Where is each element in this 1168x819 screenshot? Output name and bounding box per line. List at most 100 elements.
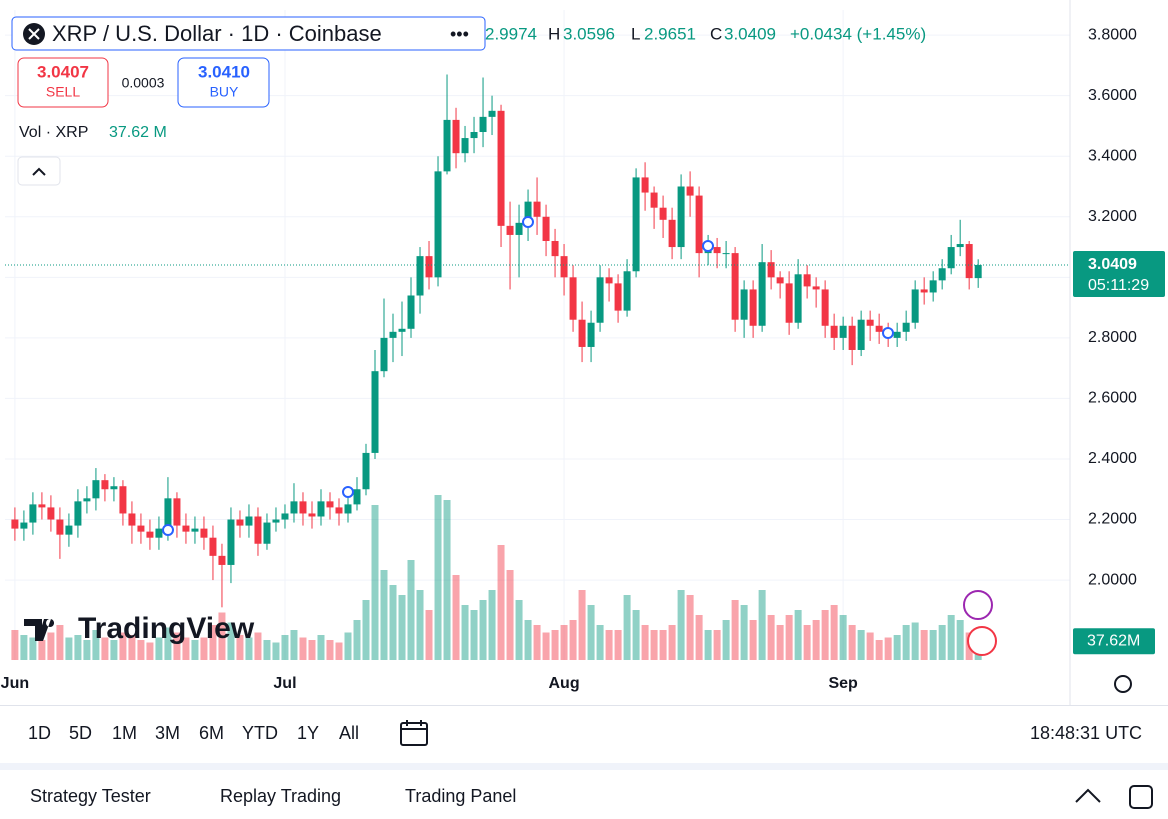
volume-bar: [182, 637, 190, 660]
body: [866, 319, 874, 326]
range-button[interactable]: All: [339, 723, 360, 743]
body: [767, 262, 775, 278]
volume-bar: [857, 630, 865, 660]
tab[interactable]: Trading Panel: [405, 786, 517, 806]
sell-button[interactable]: [17, 57, 109, 108]
body: [803, 274, 811, 287]
body: [452, 119, 460, 154]
body: [650, 192, 658, 208]
range-button[interactable]: 1D: [28, 723, 52, 743]
buy-button[interactable]: [177, 57, 270, 108]
body: [686, 186, 694, 196]
body: [101, 480, 109, 490]
volume-bar: [380, 570, 388, 660]
volume-bar: [947, 615, 955, 660]
ohlc-value: 2.9651: [644, 24, 696, 43]
body: [461, 138, 469, 154]
volume-bar: [110, 640, 118, 660]
volume-bar: [713, 630, 721, 660]
body: [713, 247, 721, 254]
volume-bar: [578, 590, 586, 660]
volume-bar: [866, 632, 874, 660]
volume-bar: [191, 640, 199, 660]
body: [749, 289, 757, 326]
logo-group: TradingView: [24, 612, 255, 645]
ohlc-value: L: [631, 24, 640, 43]
range-button[interactable]: 1M: [112, 723, 138, 743]
range-button[interactable]: YTD: [242, 723, 278, 743]
body: [578, 319, 586, 347]
body: [596, 277, 604, 323]
volume-bar: [830, 605, 838, 660]
body: [425, 256, 433, 278]
body: [65, 525, 73, 535]
volume-bar: [515, 600, 523, 660]
volume-bar: [425, 610, 433, 660]
body: [20, 522, 28, 529]
body: [623, 271, 631, 311]
ohlc-value: 2.9974: [485, 24, 537, 43]
volume-bar: [632, 610, 640, 660]
body: [191, 528, 199, 532]
body: [200, 528, 208, 538]
date-range-icon[interactable]: [398, 718, 430, 748]
body: [11, 519, 19, 529]
body: [533, 201, 541, 217]
x-tick-label: Jun: [1, 675, 29, 692]
y-tick-label: 2.4000: [1088, 450, 1137, 467]
body: [875, 325, 883, 332]
range-button[interactable]: 6M: [199, 723, 225, 743]
symbol-icon-x: [28, 28, 40, 40]
volume-bar: [533, 625, 541, 660]
volume-bar: [38, 640, 46, 660]
body: [587, 322, 595, 347]
volume-bar: [299, 637, 307, 660]
volume-bar: [65, 637, 73, 660]
panel-controls[interactable]: [1068, 782, 1168, 812]
body: [893, 331, 901, 338]
volume-bar: [137, 640, 145, 660]
volume-bar: [101, 637, 109, 660]
volume-bar: [308, 640, 316, 660]
volume-bar: [767, 615, 775, 660]
body: [695, 195, 703, 254]
body: [560, 256, 568, 278]
body: [38, 504, 46, 508]
body: [569, 277, 577, 320]
settings-icon[interactable]: [1114, 675, 1132, 693]
symbol-box[interactable]: [11, 16, 486, 51]
volume-bar: [605, 630, 613, 660]
volume-bar: [731, 600, 739, 660]
logo: TradingView: [78, 612, 255, 645]
more[interactable]: •••: [450, 24, 469, 44]
volume-bar: [596, 625, 604, 660]
volume-bar: [794, 610, 802, 660]
range-button[interactable]: 5D: [69, 723, 93, 743]
collapse-button[interactable]: [17, 156, 61, 186]
range-button[interactable]: 3M: [155, 723, 181, 743]
body: [794, 274, 802, 323]
volume-bar: [902, 625, 910, 660]
y-tick-label: 3.4000: [1088, 147, 1137, 164]
body: [128, 513, 136, 526]
x-tick-label: Jul: [273, 675, 296, 692]
chart: TradingView XRP / U.S. Dollar · 1D · Coi…: [0, 0, 1168, 705]
body: [74, 501, 82, 526]
body: [92, 480, 100, 499]
y-tick-label: 2.0000: [1088, 571, 1137, 588]
symbol-title: XRP / U.S. Dollar · 1D · Coinbase: [52, 21, 382, 46]
body: [785, 283, 793, 323]
range-button[interactable]: 1Y: [297, 723, 320, 743]
volume-bar: [875, 640, 883, 660]
volume-bar: [407, 560, 415, 660]
tab[interactable]: Strategy Tester: [30, 786, 151, 806]
body: [605, 277, 613, 284]
bottom-panel: Strategy Tester Replay Trading Trading Pan…: [0, 770, 1168, 819]
ohlc-value: +0.0434 (+1.45%): [790, 24, 926, 43]
body: [245, 516, 253, 526]
volume-bar: [56, 625, 64, 660]
volume-bar: [749, 620, 757, 660]
tab[interactable]: Replay Trading: [220, 786, 342, 806]
volume-bar: [254, 632, 262, 660]
volume-bar: [821, 610, 829, 660]
